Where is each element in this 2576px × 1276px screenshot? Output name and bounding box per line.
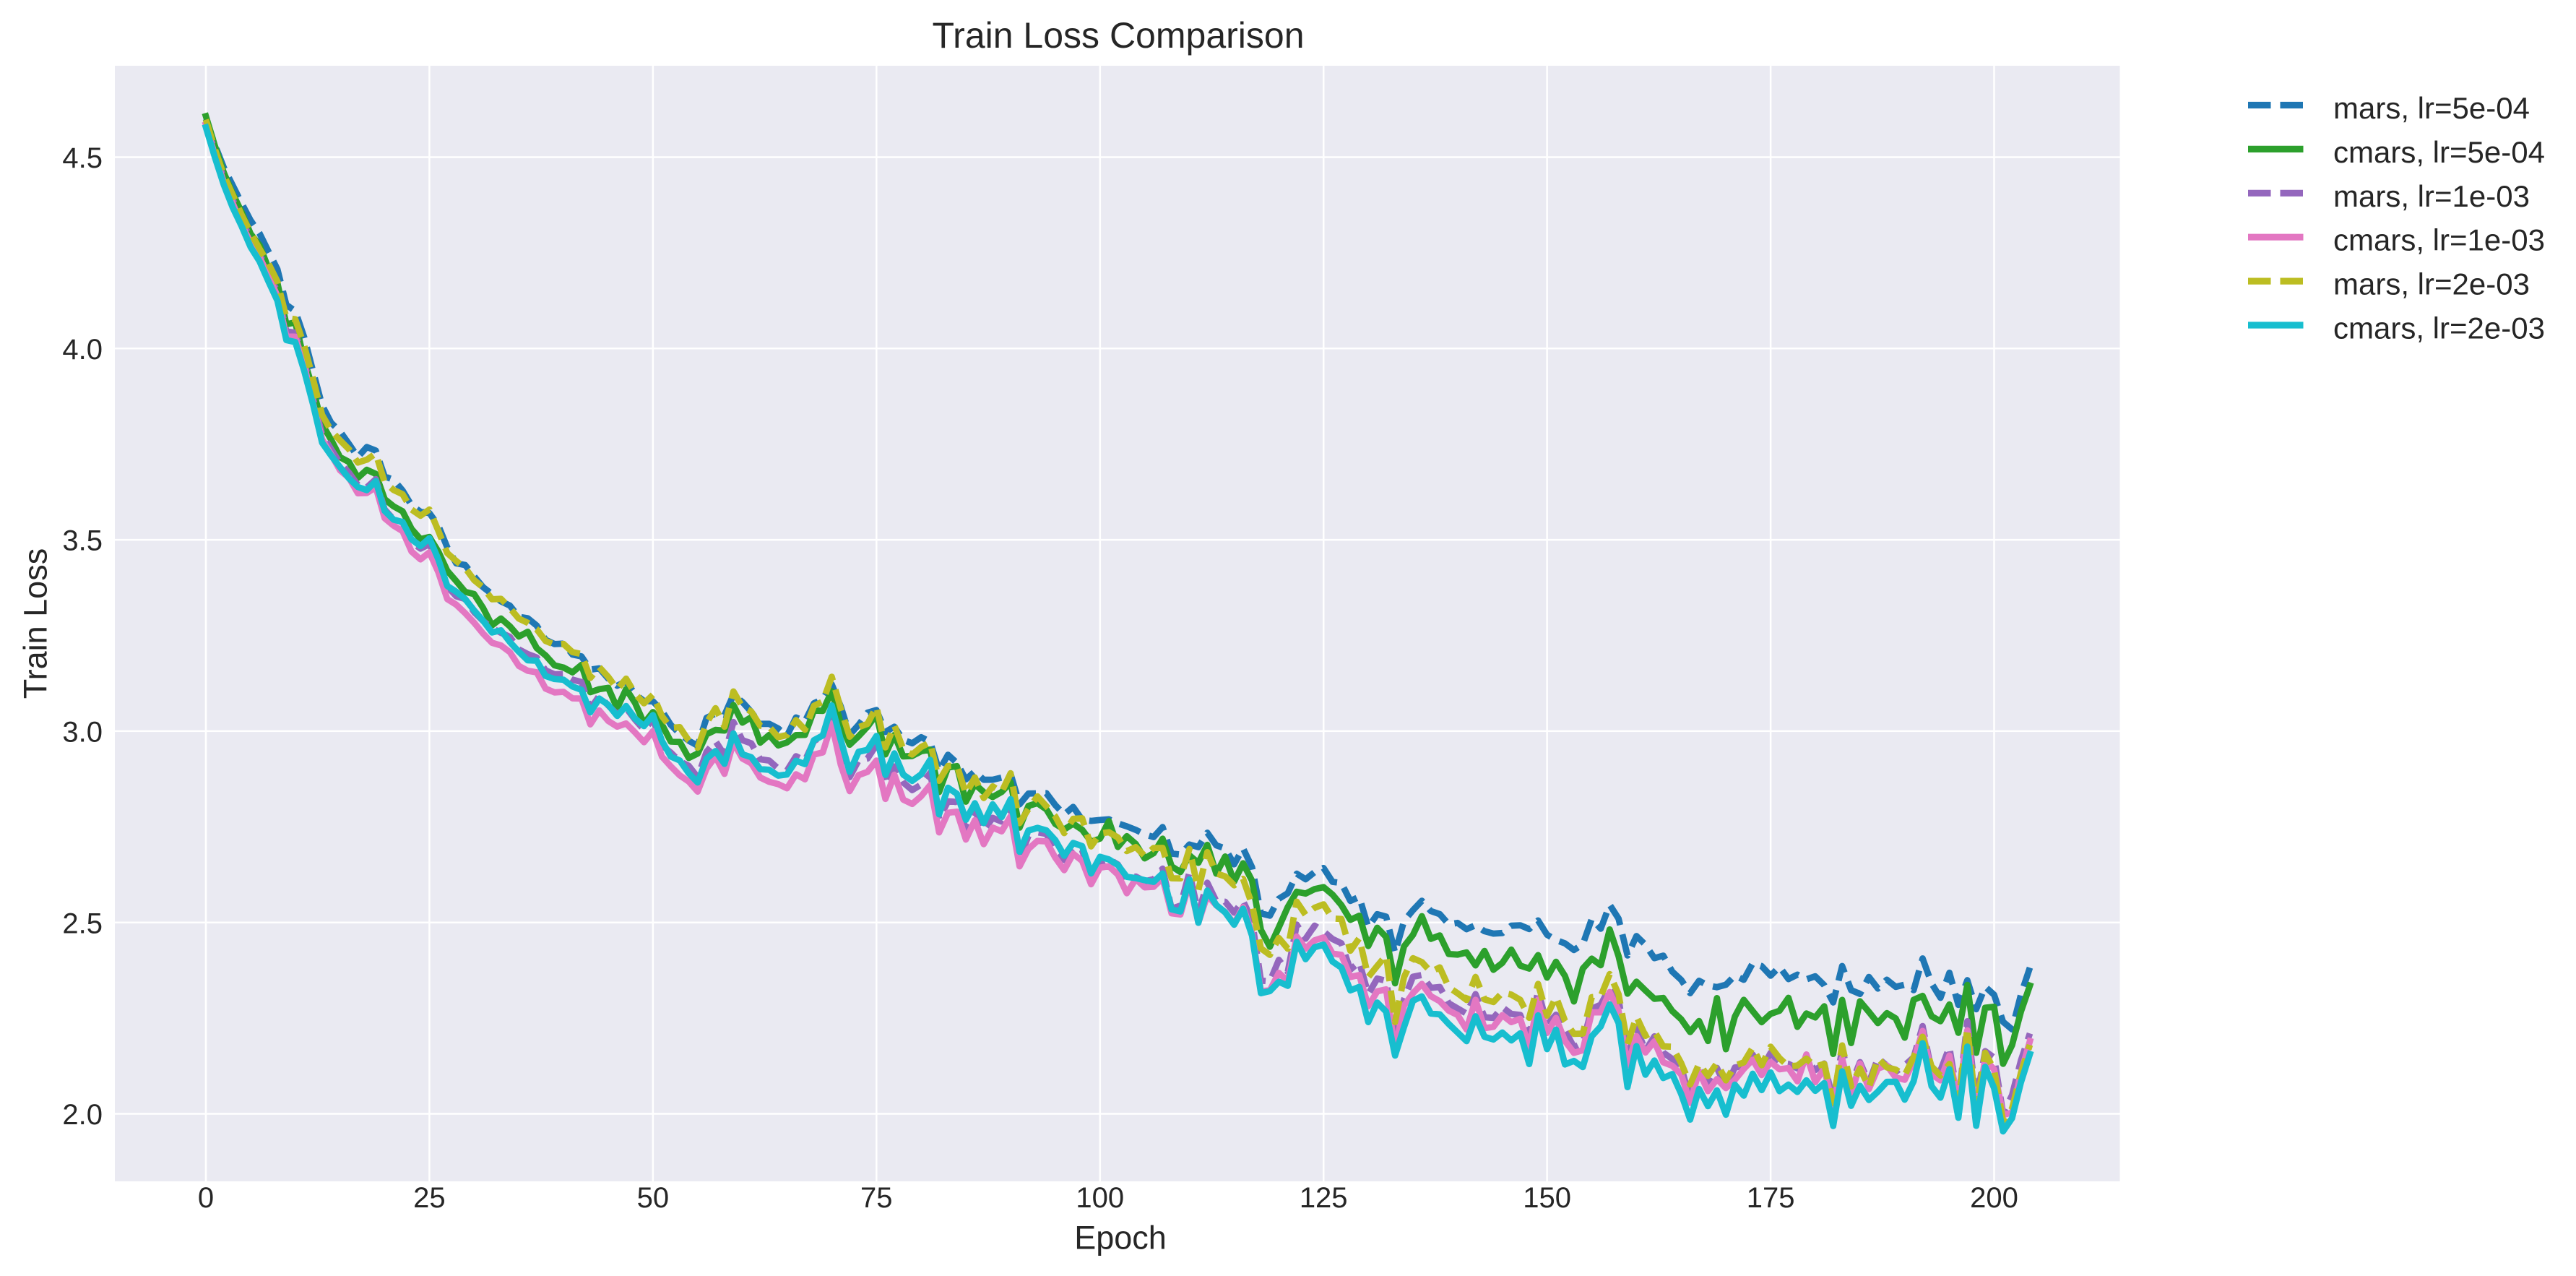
svg-text:Train Loss Comparison: Train Loss Comparison	[932, 15, 1304, 56]
svg-text:mars, lr=1e-03: mars, lr=1e-03	[2333, 179, 2530, 213]
svg-text:Epoch: Epoch	[1074, 1219, 1167, 1256]
svg-text:200: 200	[1970, 1182, 2018, 1214]
svg-text:mars, lr=5e-04: mars, lr=5e-04	[2333, 91, 2530, 125]
svg-text:125: 125	[1300, 1182, 1348, 1214]
svg-text:4.5: 4.5	[62, 142, 103, 174]
svg-text:mars, lr=2e-03: mars, lr=2e-03	[2333, 267, 2530, 301]
svg-text:150: 150	[1523, 1182, 1571, 1214]
svg-text:3.0: 3.0	[62, 717, 103, 749]
svg-text:cmars, lr=1e-03: cmars, lr=1e-03	[2333, 223, 2545, 257]
svg-text:cmars, lr=5e-04: cmars, lr=5e-04	[2333, 135, 2545, 169]
svg-text:75: 75	[860, 1182, 893, 1214]
svg-text:2.5: 2.5	[62, 908, 103, 939]
svg-text:50: 50	[637, 1182, 670, 1214]
svg-text:175: 175	[1747, 1182, 1795, 1214]
svg-text:cmars, lr=2e-03: cmars, lr=2e-03	[2333, 311, 2545, 345]
svg-text:4.0: 4.0	[62, 334, 103, 366]
svg-text:2.0: 2.0	[62, 1099, 103, 1131]
svg-text:100: 100	[1076, 1182, 1124, 1214]
svg-text:Train Loss: Train Loss	[17, 548, 54, 699]
svg-text:3.5: 3.5	[62, 525, 103, 557]
svg-text:0: 0	[198, 1182, 214, 1214]
svg-text:25: 25	[413, 1182, 446, 1214]
